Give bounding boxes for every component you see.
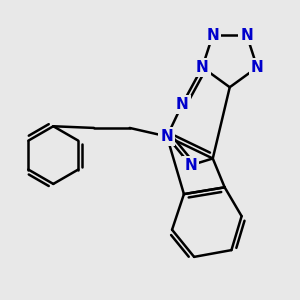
Text: N: N	[176, 97, 189, 112]
Text: N: N	[196, 60, 209, 75]
Text: N: N	[206, 28, 219, 43]
Text: N: N	[160, 129, 173, 144]
Text: N: N	[184, 158, 197, 173]
Text: N: N	[240, 28, 253, 43]
Text: N: N	[251, 60, 263, 75]
